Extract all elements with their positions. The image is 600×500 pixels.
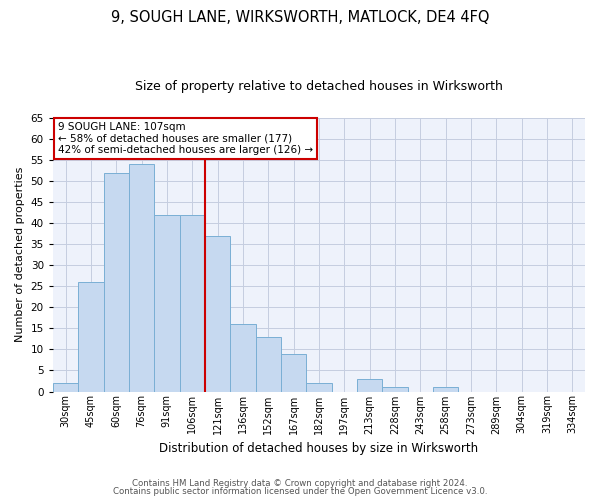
Bar [179, 214, 205, 392]
Text: 9, SOUGH LANE, WIRKSWORTH, MATLOCK, DE4 4FQ: 9, SOUGH LANE, WIRKSWORTH, MATLOCK, DE4 … [111, 10, 489, 25]
Bar [281, 354, 306, 392]
Text: Contains public sector information licensed under the Open Government Licence v3: Contains public sector information licen… [113, 487, 487, 496]
Title: Size of property relative to detached houses in Wirksworth: Size of property relative to detached ho… [135, 80, 503, 93]
Y-axis label: Number of detached properties: Number of detached properties [15, 167, 25, 342]
Bar [53, 383, 78, 392]
Bar [382, 388, 407, 392]
Bar [357, 379, 382, 392]
Bar [230, 324, 256, 392]
X-axis label: Distribution of detached houses by size in Wirksworth: Distribution of detached houses by size … [160, 442, 478, 455]
Bar [256, 337, 281, 392]
Bar [306, 383, 332, 392]
Bar [433, 388, 458, 392]
Bar [78, 282, 104, 392]
Bar [154, 214, 179, 392]
Bar [129, 164, 154, 392]
Text: Contains HM Land Registry data © Crown copyright and database right 2024.: Contains HM Land Registry data © Crown c… [132, 478, 468, 488]
Bar [104, 172, 129, 392]
Text: 9 SOUGH LANE: 107sqm
← 58% of detached houses are smaller (177)
42% of semi-deta: 9 SOUGH LANE: 107sqm ← 58% of detached h… [58, 122, 313, 155]
Bar [205, 236, 230, 392]
